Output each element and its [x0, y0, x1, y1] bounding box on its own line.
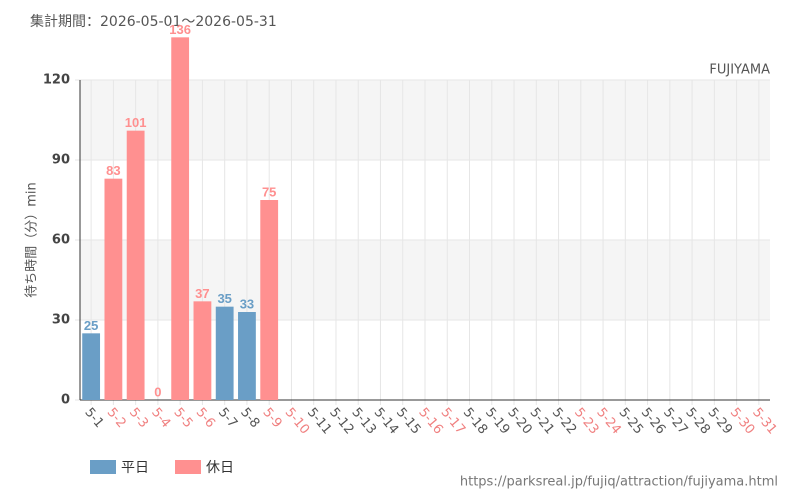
value-label: 0 [154, 384, 161, 399]
bar [171, 37, 190, 400]
bar [260, 200, 279, 400]
x-tick-label: 5-4 [148, 405, 173, 431]
x-tick-label: 5-29 [705, 405, 735, 437]
x-tick-label: 5-9 [259, 405, 284, 431]
x-tick-label: 5-8 [237, 405, 262, 431]
legend-swatch [90, 460, 116, 474]
x-tick-label: 5-10 [282, 405, 312, 437]
x-tick-label: 5-1 [81, 405, 106, 431]
legend-swatch [175, 460, 201, 474]
bar [193, 301, 212, 400]
x-tick-label: 5-11 [304, 405, 334, 437]
x-tick-label: 5-24 [593, 405, 623, 437]
y-tick-label: 90 [52, 153, 70, 168]
value-label: 101 [125, 115, 147, 130]
x-tick-label: 5-18 [460, 405, 490, 437]
x-tick-label: 5-19 [482, 405, 512, 437]
x-tick-label: 5-7 [215, 405, 240, 431]
x-tick-label: 5-17 [438, 405, 468, 437]
value-label: 75 [262, 184, 276, 199]
x-tick-label: 5-15 [393, 405, 423, 437]
legend-label: 平日 [121, 460, 149, 476]
y-tick-label: 30 [52, 313, 70, 328]
attraction-name: FUJIYAMA [709, 63, 770, 78]
x-tick-label: 5-21 [527, 405, 557, 437]
x-tick-label: 5-22 [549, 405, 579, 437]
x-tick-label: 5-12 [326, 405, 356, 437]
bar [104, 178, 123, 400]
legend-label: 休日 [206, 460, 234, 476]
x-tick-label: 5-5 [170, 405, 195, 431]
value-label: 33 [240, 296, 254, 311]
x-tick-label: 5-6 [193, 405, 218, 431]
y-tick-label: 60 [52, 233, 70, 248]
x-tick-label: 5-13 [348, 405, 378, 437]
bar [126, 130, 145, 400]
value-label: 37 [195, 286, 209, 301]
source-url: https://parksreal.jp/fujiq/attraction/fu… [460, 475, 778, 490]
y-axis-label: 待ち時間（分）min [25, 182, 40, 298]
x-tick-label: 5-31 [749, 405, 779, 437]
x-tick-label: 5-26 [638, 405, 668, 437]
x-tick-label: 5-25 [616, 405, 646, 437]
x-tick-label: 5-20 [504, 405, 534, 437]
x-tick-label: 5-16 [415, 405, 445, 437]
x-tick-label: 5-30 [727, 405, 757, 437]
x-tick-label: 5-27 [660, 405, 690, 437]
chart-title: 集計期間：2026-05-01〜2026-05-31 [30, 13, 277, 30]
value-label: 83 [106, 163, 120, 178]
x-tick-label: 5-3 [126, 405, 151, 431]
bar [82, 333, 101, 400]
x-tick-label: 5-28 [682, 405, 712, 437]
value-label: 25 [84, 318, 98, 333]
value-label: 35 [217, 291, 231, 306]
y-tick-label: 120 [43, 73, 70, 88]
x-tick-label: 5-14 [371, 405, 401, 437]
x-tick-label: 5-23 [571, 405, 601, 437]
bar [238, 312, 256, 400]
y-tick-label: 0 [61, 393, 70, 408]
bar [215, 306, 234, 400]
value-label: 136 [169, 22, 191, 37]
x-tick-label: 5-2 [104, 405, 129, 431]
